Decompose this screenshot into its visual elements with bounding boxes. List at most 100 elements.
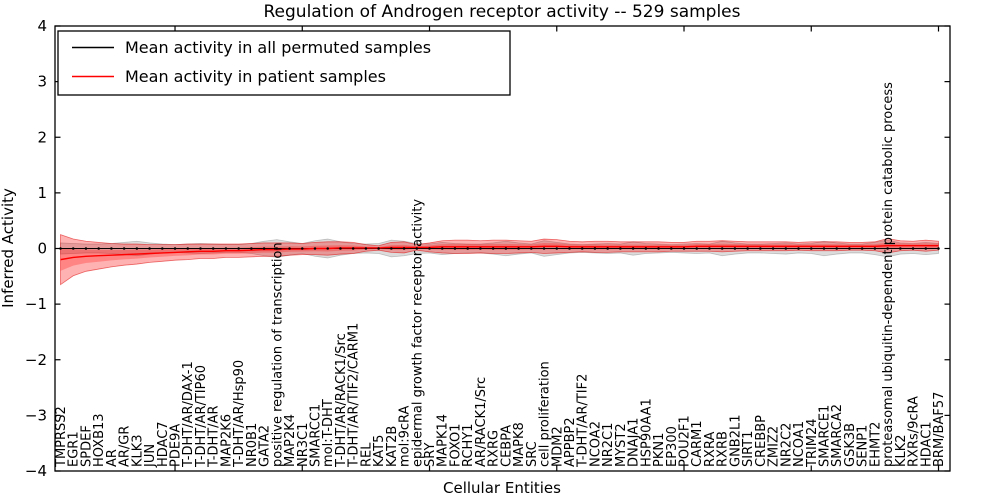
x-category-label: MAPK8: [512, 422, 527, 467]
mean-marker: [199, 247, 202, 250]
x-category-label: positive regulation of transcription: [270, 242, 285, 467]
mean-marker: [810, 247, 813, 250]
mean-marker: [733, 247, 737, 250]
mean-marker: [886, 247, 889, 250]
x-category-label: RCHY1: [461, 424, 476, 467]
mean-marker: [682, 247, 686, 250]
mean-marker: [491, 247, 495, 250]
mean-marker: [848, 247, 851, 250]
mean-marker: [542, 247, 546, 250]
x-category-label: GSK3B: [843, 423, 858, 467]
x-category-label: BRM/BAF57: [932, 392, 947, 467]
x-category-label: SMARCC1: [308, 404, 323, 467]
x-category-label: SPDEF: [79, 425, 94, 467]
x-category-label: T-DHT/AR/DAX-1: [181, 361, 196, 468]
x-category-label: T-DHT/AR/Hsp90: [232, 360, 247, 468]
mean-marker: [580, 247, 584, 250]
mean-marker: [911, 247, 915, 250]
y-axis-label: Inferred Activity: [0, 188, 17, 308]
x-category-label: AR/GR: [118, 426, 133, 467]
x-axis-label: Cellular Entities: [443, 479, 561, 497]
x-category-label: MDM2: [550, 426, 565, 467]
mean-marker: [924, 247, 928, 250]
mean-marker: [720, 247, 724, 250]
x-category-label: T-DHT/AR/RACK1/Src: [334, 333, 349, 468]
mean-marker: [937, 247, 940, 250]
mean-marker: [695, 247, 698, 250]
x-category-label: JUN: [143, 444, 158, 468]
plot-frame: [54, 25, 951, 472]
x-category-label: TMPRSS2: [54, 406, 69, 468]
x-category-label: GATA2: [258, 425, 273, 467]
y-tick-label: −2: [25, 351, 47, 369]
y-tick-label: 1: [37, 184, 47, 202]
x-category-label: RXRB: [716, 431, 731, 467]
mean-marker: [211, 247, 215, 250]
legend: Mean activity in all permuted samples Me…: [57, 30, 511, 96]
mean-marker: [835, 247, 838, 250]
x-category-label: T-DHT/AR: [207, 406, 222, 468]
mean-marker: [593, 247, 597, 250]
x-category-label: REL: [359, 442, 374, 467]
x-category-label: EGR1: [67, 431, 82, 467]
x-category-label: SENP1: [856, 425, 871, 467]
mean-marker: [71, 247, 75, 250]
x-category-label: SRY: [423, 443, 438, 467]
mean-marker: [428, 247, 431, 250]
x-category-label: EP300: [665, 426, 680, 467]
x-category-label: CREBBP: [754, 415, 769, 467]
x-category-label: NR0B1: [245, 423, 260, 467]
x-category-label: HDAC7: [156, 421, 171, 467]
mean-marker: [110, 247, 113, 250]
mean-marker: [275, 247, 279, 250]
y-tick-label: −4: [25, 462, 47, 480]
mean-marker: [784, 247, 788, 250]
x-category-label: GNB2L1: [728, 414, 743, 467]
y-tick-label: 2: [37, 128, 47, 146]
mean-marker: [797, 247, 800, 250]
x-category-label: ZMIZ2: [767, 426, 782, 467]
x-category-label: TRIM24: [805, 418, 820, 468]
mean-marker: [135, 247, 139, 250]
y-tick-label: 4: [37, 17, 47, 35]
x-category-label: T-DHT/AR/TIF2: [576, 374, 591, 468]
mean-marker: [288, 247, 291, 250]
x-category-label: RXRs/9cRA: [907, 396, 922, 467]
legend-label-permuted: Mean activity in all permuted samples: [125, 38, 431, 57]
mean-marker: [97, 247, 100, 250]
x-category-label: HSP90AA1: [639, 398, 654, 467]
x-category-label: APPBP2: [563, 417, 578, 467]
x-category-label: KLK2: [894, 434, 909, 467]
x-category-label: SIRT1: [741, 431, 756, 467]
mean-marker: [759, 247, 762, 250]
mean-marker: [631, 247, 635, 250]
x-category-label: KAT2B: [385, 426, 400, 467]
x-category-label: HOXB13: [92, 413, 107, 467]
x-category-label: MYST2: [614, 423, 629, 467]
mean-marker: [390, 247, 393, 250]
mean-marker: [161, 247, 164, 250]
mean-marker: [619, 247, 622, 250]
x-category-label: NR3C1: [296, 423, 311, 467]
y-tick-label: 3: [37, 73, 47, 91]
mean-marker: [148, 247, 151, 250]
x-category-label: NR2C1: [601, 423, 616, 467]
x-category-label: EHMT2: [868, 422, 883, 467]
x-category-label: SRC: [525, 441, 540, 467]
x-category-label: FOXO1: [448, 424, 463, 467]
x-category-label: SMARCE1: [817, 405, 832, 467]
x-category-label: CEBPA: [499, 425, 514, 467]
mean-marker: [262, 247, 266, 250]
mean-marker: [746, 247, 749, 250]
mean-marker: [466, 247, 469, 250]
x-category-label: mol:9cRA: [398, 405, 413, 467]
chart-title: Regulation of Androgen receptor activity…: [264, 2, 741, 22]
x-category-label: T-DHT/AR/TIF2/CARM1: [347, 323, 362, 468]
mean-marker: [173, 247, 177, 250]
mean-marker: [250, 247, 253, 250]
x-category-label: MAPK14: [436, 414, 451, 467]
mean-marker: [708, 247, 711, 250]
x-category-label: KAT5: [372, 435, 387, 467]
mean-marker: [555, 247, 559, 250]
